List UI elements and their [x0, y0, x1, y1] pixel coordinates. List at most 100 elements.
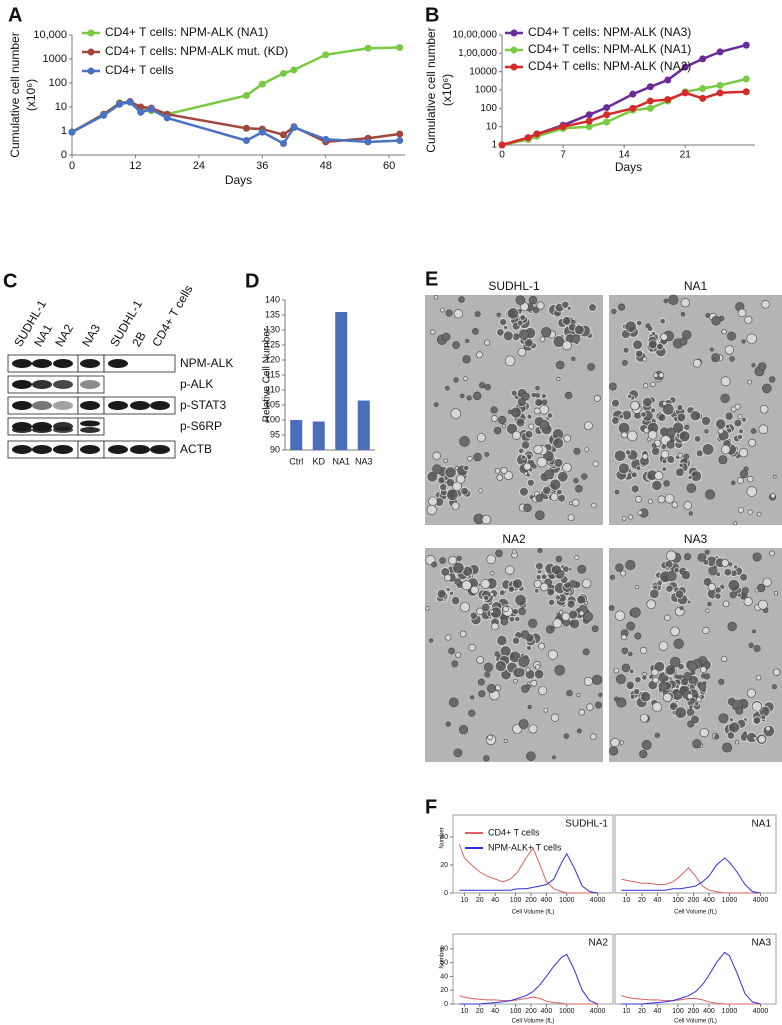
cell	[674, 706, 687, 719]
bar	[312, 421, 325, 450]
cell	[684, 424, 690, 430]
cell	[453, 748, 463, 758]
cell	[718, 713, 729, 724]
cell	[611, 308, 617, 315]
cell	[432, 451, 441, 461]
cell	[481, 514, 492, 525]
data-point	[116, 100, 124, 108]
cell	[679, 337, 688, 346]
cell	[460, 393, 465, 399]
series-line	[459, 953, 598, 1005]
cell	[727, 331, 736, 341]
cell	[555, 555, 563, 563]
x-tick-label: 10	[623, 1008, 631, 1015]
x-tick-label: 1000	[722, 897, 738, 904]
cell	[523, 462, 532, 471]
cell	[484, 452, 490, 457]
cell	[628, 651, 633, 657]
cell	[445, 309, 453, 317]
panel-label: D	[245, 270, 259, 292]
x-tick-label: 100	[510, 897, 522, 904]
cell	[496, 312, 501, 317]
cell	[425, 606, 430, 611]
blot-band	[32, 401, 52, 410]
x-tick-label: 200	[688, 1008, 700, 1015]
cell	[476, 656, 484, 664]
cell	[557, 493, 566, 503]
cell	[534, 398, 544, 407]
cell	[646, 599, 656, 610]
cell	[759, 404, 769, 414]
cell	[625, 559, 636, 570]
data-point	[524, 134, 532, 142]
cell	[628, 668, 635, 675]
cell	[553, 458, 564, 468]
cell	[532, 464, 537, 469]
cell	[445, 721, 451, 727]
cell	[674, 674, 679, 679]
legend-label: CD4+ T cells: NPM-ALK (NA1)	[105, 25, 268, 39]
cell	[473, 452, 482, 462]
x-tick-label: 400	[703, 897, 715, 904]
cell	[598, 692, 603, 697]
cell	[527, 705, 532, 709]
cell	[747, 475, 754, 483]
cell	[619, 740, 624, 745]
cell	[652, 676, 659, 684]
plot-frame	[452, 933, 614, 1005]
cell	[660, 333, 668, 341]
cell	[512, 578, 523, 590]
cell	[729, 591, 737, 599]
cell	[752, 552, 762, 562]
cell	[720, 393, 730, 403]
cell	[498, 415, 507, 425]
cell	[467, 456, 473, 462]
cell	[686, 483, 697, 493]
x-tick-label: 36	[256, 160, 268, 172]
plot-frame	[452, 814, 614, 894]
cell	[484, 339, 491, 346]
cell	[694, 701, 700, 707]
cell	[517, 447, 525, 455]
cell	[722, 600, 730, 607]
x-tick-label: 200	[525, 1008, 537, 1015]
y-tick-label: 20	[440, 862, 448, 869]
cell	[518, 607, 526, 616]
cell	[567, 514, 575, 522]
cell	[573, 477, 579, 484]
data-point	[68, 128, 76, 136]
cell	[746, 688, 756, 698]
cell	[742, 732, 748, 739]
cell	[535, 494, 544, 502]
cell	[495, 684, 502, 691]
cell	[552, 755, 556, 760]
x-tick-label: 1000	[559, 897, 575, 904]
cell	[460, 486, 469, 496]
cell	[714, 734, 720, 740]
x-axis-label: Days	[615, 160, 642, 174]
cell	[769, 376, 776, 383]
cell	[739, 572, 749, 582]
x-tick-label: 40	[654, 897, 662, 904]
cell	[648, 673, 655, 680]
cell	[543, 707, 549, 713]
cell	[613, 449, 627, 462]
cell	[526, 684, 531, 689]
cell	[751, 363, 756, 368]
cell	[550, 493, 559, 502]
data-point	[664, 76, 672, 84]
cell	[456, 474, 466, 484]
cell	[465, 339, 470, 343]
x-axis-label: Cell Volume (fL)	[512, 910, 555, 916]
cell	[584, 421, 593, 431]
cell	[484, 671, 491, 678]
cell	[686, 708, 694, 716]
cell	[574, 324, 585, 336]
cell	[752, 629, 756, 634]
cell	[455, 652, 462, 658]
cell	[535, 386, 540, 391]
cell	[445, 634, 452, 641]
cell	[698, 683, 707, 691]
